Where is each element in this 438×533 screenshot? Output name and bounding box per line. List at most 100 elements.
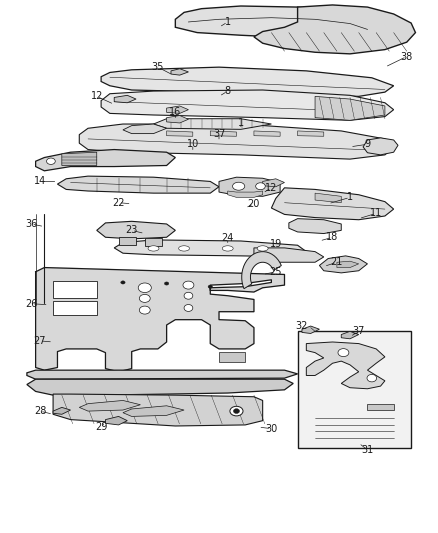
Text: 21: 21 (331, 257, 343, 267)
Text: 31: 31 (361, 445, 374, 455)
Ellipse shape (179, 246, 190, 251)
FancyBboxPatch shape (297, 332, 411, 448)
Ellipse shape (208, 285, 212, 288)
Ellipse shape (148, 246, 159, 251)
Polygon shape (263, 179, 285, 187)
Polygon shape (27, 370, 297, 379)
Ellipse shape (184, 304, 193, 311)
Ellipse shape (233, 182, 245, 190)
Polygon shape (254, 131, 280, 136)
Text: 14: 14 (34, 176, 46, 187)
Text: 20: 20 (248, 199, 260, 209)
Polygon shape (254, 5, 416, 54)
Polygon shape (171, 69, 188, 75)
Polygon shape (367, 403, 394, 410)
Ellipse shape (184, 292, 193, 299)
Text: 8: 8 (225, 86, 231, 96)
Polygon shape (341, 332, 359, 339)
Ellipse shape (138, 283, 151, 293)
Ellipse shape (164, 282, 169, 285)
Text: 22: 22 (112, 198, 125, 208)
Text: 16: 16 (169, 107, 181, 117)
Polygon shape (210, 131, 237, 136)
Text: 36: 36 (25, 219, 37, 229)
Text: 19: 19 (270, 239, 282, 248)
Text: 12: 12 (91, 91, 103, 101)
Text: 38: 38 (401, 52, 413, 61)
Text: 12: 12 (265, 183, 278, 193)
Polygon shape (166, 116, 188, 123)
Text: 30: 30 (265, 424, 278, 434)
Polygon shape (242, 252, 281, 289)
Polygon shape (145, 238, 162, 246)
Text: 23: 23 (126, 225, 138, 236)
Polygon shape (153, 119, 272, 130)
Text: 18: 18 (326, 232, 339, 243)
Polygon shape (272, 188, 394, 220)
Text: 26: 26 (25, 298, 37, 309)
Polygon shape (97, 221, 175, 239)
Polygon shape (101, 67, 394, 96)
Text: 1: 1 (347, 192, 353, 203)
Text: 1: 1 (238, 118, 244, 128)
Polygon shape (315, 193, 341, 203)
Polygon shape (319, 256, 367, 273)
Polygon shape (363, 138, 398, 155)
Ellipse shape (257, 246, 268, 251)
Ellipse shape (367, 374, 377, 382)
Ellipse shape (139, 294, 150, 302)
Polygon shape (166, 106, 188, 114)
Polygon shape (53, 301, 97, 316)
Polygon shape (297, 131, 324, 136)
Polygon shape (101, 90, 394, 120)
Text: 29: 29 (95, 422, 107, 432)
Ellipse shape (256, 183, 265, 190)
Polygon shape (114, 95, 136, 103)
Polygon shape (79, 400, 141, 411)
Text: 25: 25 (269, 267, 282, 277)
Polygon shape (254, 248, 324, 262)
Ellipse shape (222, 246, 233, 251)
Polygon shape (337, 261, 359, 268)
Polygon shape (306, 342, 385, 389)
Text: 32: 32 (296, 321, 308, 331)
Text: 37: 37 (353, 326, 365, 336)
Polygon shape (219, 177, 280, 196)
Text: 28: 28 (34, 406, 46, 416)
Polygon shape (289, 219, 341, 233)
Text: 10: 10 (187, 139, 199, 149)
Polygon shape (228, 191, 263, 197)
Ellipse shape (46, 158, 55, 165)
Polygon shape (27, 379, 293, 395)
Text: 1: 1 (225, 17, 231, 27)
Polygon shape (35, 268, 285, 372)
Polygon shape (35, 150, 175, 171)
Polygon shape (219, 352, 245, 362)
Text: 35: 35 (152, 62, 164, 72)
Ellipse shape (233, 409, 240, 414)
Text: 37: 37 (213, 128, 225, 139)
Text: 11: 11 (370, 208, 382, 219)
Polygon shape (315, 96, 385, 120)
Ellipse shape (230, 406, 243, 416)
Ellipse shape (338, 349, 349, 357)
Polygon shape (106, 416, 127, 425)
Text: 9: 9 (364, 139, 371, 149)
Polygon shape (53, 407, 71, 414)
Text: 27: 27 (34, 336, 46, 346)
Polygon shape (114, 240, 306, 257)
Ellipse shape (139, 306, 150, 314)
Polygon shape (62, 152, 97, 165)
Polygon shape (123, 124, 166, 134)
Polygon shape (119, 237, 136, 245)
Polygon shape (53, 281, 97, 298)
Ellipse shape (121, 281, 125, 284)
Polygon shape (175, 6, 385, 39)
Polygon shape (53, 394, 263, 426)
Polygon shape (302, 326, 319, 334)
Ellipse shape (183, 281, 194, 289)
Text: 24: 24 (222, 233, 234, 244)
Polygon shape (79, 124, 394, 159)
Polygon shape (57, 176, 219, 193)
Polygon shape (166, 131, 193, 136)
